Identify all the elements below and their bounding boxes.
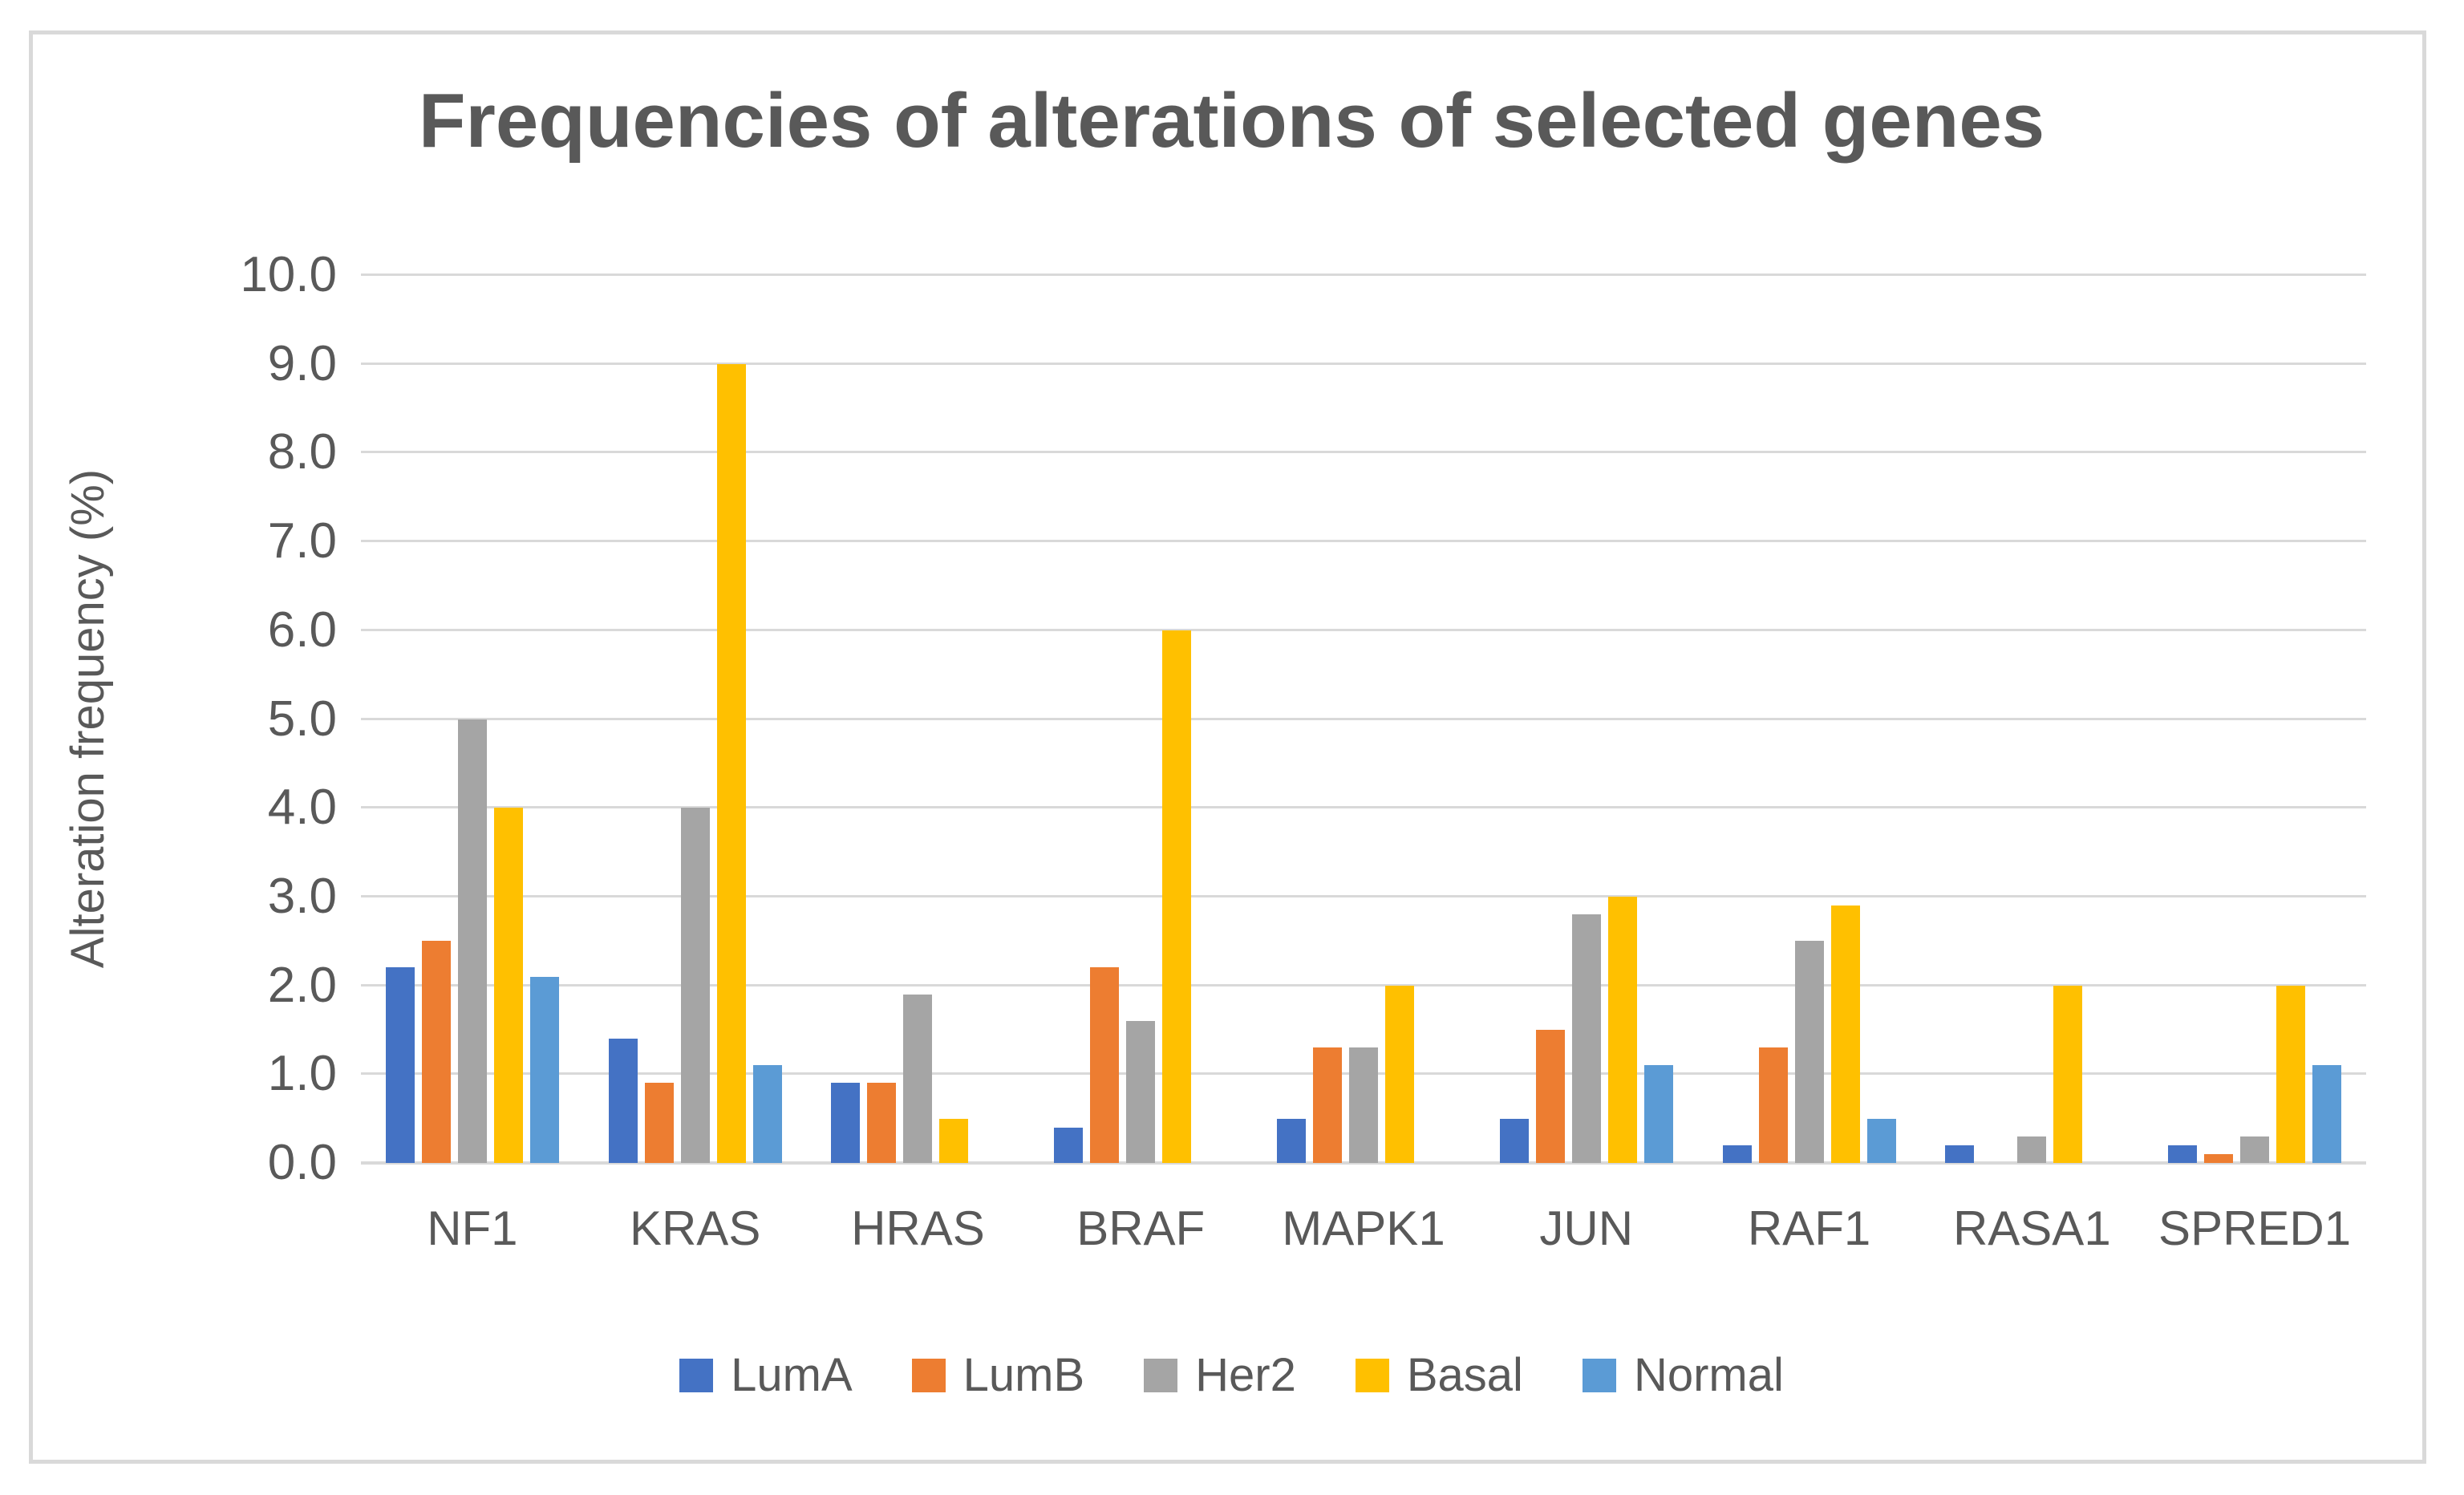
y-tick-label: 0.0 [267,1135,337,1190]
bar-basal-raf1 [1830,905,1860,1163]
y-tick-label: 2.0 [267,957,337,1013]
y-tick-label: 1.0 [267,1046,337,1102]
bar-luma-kras [608,1039,638,1163]
bar-normal-spred1 [2312,1065,2342,1163]
x-category-label-hras: HRAS [851,1201,985,1255]
bar-basal-jun [1607,896,1637,1163]
bar-lumb-mapk1 [1313,1047,1342,1163]
bar-her2-nf1 [457,719,487,1163]
chart-frame [29,30,2426,1464]
bar-basal-rasa1 [2053,985,2083,1163]
bar-lumb-nf1 [421,941,451,1163]
bar-luma-raf1 [1722,1145,1752,1163]
bar-lumb-raf1 [1758,1047,1788,1163]
gridline [361,362,2366,365]
bar-luma-nf1 [385,967,415,1163]
bar-normal-kras [752,1065,782,1163]
legend-item-normal: Normal [1582,1349,1784,1401]
x-category-label-jun: JUN [1539,1201,1634,1255]
bar-lumb-spred1 [2204,1153,2234,1163]
legend-label-basal: Basal [1406,1349,1523,1401]
legend-item-lumb: LumB [911,1349,1085,1401]
bar-her2-raf1 [1794,941,1824,1163]
bar-normal-nf1 [529,976,559,1163]
bar-lumb-hras [867,1083,897,1163]
legend-swatch-luma [679,1359,714,1392]
bar-her2-mapk1 [1349,1047,1378,1163]
legend-label-her2: Her2 [1195,1349,1296,1401]
y-tick-label: 8.0 [267,424,337,480]
legend-label-normal: Normal [1633,1349,1784,1401]
x-category-label-spred1: SPRED1 [2158,1201,2352,1255]
bar-her2-hras [903,994,933,1163]
bar-her2-jun [1571,914,1601,1163]
x-category-label-mapk1: MAPK1 [1282,1201,1445,1255]
legend-label-lumb: LumB [962,1349,1085,1401]
x-category-label-raf1: RAF1 [1747,1201,1871,1255]
bar-lumb-jun [1535,1029,1565,1163]
x-category-label-braf: BRAF [1076,1201,1206,1255]
bar-luma-hras [831,1083,861,1163]
gridline [361,540,2366,543]
legend-swatch-basal [1355,1359,1389,1392]
y-tick-label: 5.0 [267,691,337,747]
bar-basal-braf [1162,630,1192,1163]
gridline [361,983,2366,987]
bar-lumb-braf [1090,967,1120,1163]
bar-her2-rasa1 [2017,1136,2047,1163]
bar-basal-spred1 [2276,985,2306,1163]
x-axis-line [361,1161,2366,1165]
legend-item-her2: Her2 [1144,1352,1296,1399]
legend-swatch-lumb [911,1359,946,1392]
bar-basal-kras [716,363,746,1163]
gridline [361,894,2366,897]
gridline [361,451,2366,454]
x-category-label-kras: KRAS [629,1201,761,1255]
bar-her2-kras [680,808,710,1163]
chart-title: Frequencies of alterations of selected g… [418,78,2045,164]
y-axis-title: Alteration frequency (%) [62,468,114,969]
legend-item-luma: LumA [679,1352,853,1399]
x-category-label-rasa1: RASA1 [1952,1201,2111,1255]
legend-swatch-normal [1582,1359,1616,1392]
gridline [361,806,2366,809]
gridline [361,628,2366,631]
bar-luma-mapk1 [1277,1118,1306,1163]
bar-luma-spred1 [2168,1145,2198,1163]
bar-normal-raf1 [1866,1118,1896,1163]
legend-label-luma: LumA [731,1349,853,1401]
bar-lumb-kras [644,1083,674,1163]
bar-luma-rasa1 [1945,1145,1975,1163]
y-tick-label: 3.0 [267,868,337,924]
y-tick-label: 10.0 [240,247,337,302]
y-tick-label: 9.0 [267,335,337,391]
bar-basal-hras [939,1118,969,1163]
gridline [361,273,2366,276]
gridline [361,717,2366,720]
bar-basal-nf1 [493,808,523,1163]
x-category-label-nf1: NF1 [427,1201,518,1255]
bar-luma-jun [1499,1118,1529,1163]
bar-luma-braf [1054,1127,1084,1163]
legend-item-basal: Basal [1355,1349,1523,1401]
bar-basal-mapk1 [1385,985,1414,1163]
legend: LumA LumB Her2 Basal Normal [29,1352,2434,1399]
y-tick-label: 4.0 [267,780,337,836]
legend-swatch-her2 [1144,1359,1178,1392]
bar-normal-jun [1643,1065,1673,1163]
y-tick-label: 7.0 [267,513,337,569]
bar-her2-braf [1126,1020,1156,1163]
y-tick-label: 6.0 [267,602,337,658]
plot-area: 10.0 9.0 8.0 7.0 6.0 5.0 4.0 3.0 2.0 1.0 0.0 [240,250,2366,1188]
bar-her2-spred1 [2240,1136,2270,1163]
